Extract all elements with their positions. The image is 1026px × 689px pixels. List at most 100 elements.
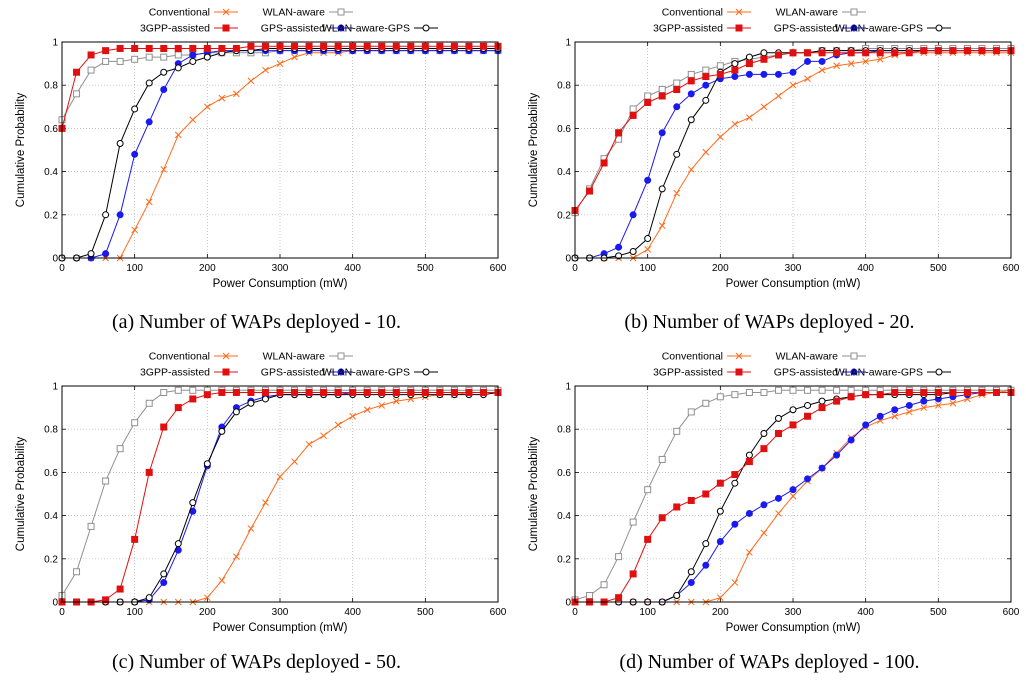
data-point: [716, 538, 724, 546]
data-point: [760, 49, 768, 57]
data-point-b: [233, 553, 240, 560]
legend-label: WLAN-aware: [263, 7, 326, 19]
grid: [575, 386, 1011, 602]
data-point: [261, 388, 269, 396]
data-point: [131, 150, 139, 158]
data-point: [702, 490, 710, 498]
legend-item: WLAN-aware-GPS: [322, 23, 438, 35]
data-point-b: [189, 116, 197, 124]
x-tick-label: 100: [126, 607, 143, 618]
data-point: [131, 105, 139, 113]
data-point: [731, 579, 739, 586]
data-point: [291, 388, 299, 396]
series-3gpp-assisted: [58, 42, 502, 132]
x-tick-label: 200: [712, 607, 729, 618]
x-tick-label: 600: [490, 607, 507, 618]
data-point-b: [876, 55, 884, 63]
legend-marker: [222, 368, 230, 376]
legend-item: Conventional: [662, 7, 751, 19]
y-tick-label: 1: [565, 382, 571, 393]
data-point: [261, 42, 269, 50]
data-point: [189, 57, 197, 65]
data-point: [687, 77, 695, 85]
data-point-b: [934, 402, 942, 409]
data-point: [818, 404, 826, 412]
data-point-b: [349, 412, 357, 420]
data-point: [731, 120, 739, 128]
x-tick-label: 0: [59, 607, 65, 618]
data-point-b: [262, 66, 269, 74]
series-3gpp-assisted: [571, 388, 1015, 606]
legend-marker-b: [222, 8, 230, 16]
legend-label: GPS-assisted: [261, 23, 325, 35]
y-tick-label: 0.6: [557, 124, 571, 135]
data-point: [891, 388, 899, 396]
legend-marker: [735, 24, 743, 32]
data-point: [334, 42, 342, 50]
x-axis-label: Power Consumption (mW): [213, 622, 348, 634]
data-point: [789, 68, 797, 76]
data-point: [891, 412, 899, 420]
data-point: [905, 388, 913, 396]
data-point: [145, 399, 153, 407]
data-point: [876, 49, 884, 57]
data-point: [160, 86, 168, 94]
data-point-b: [789, 492, 797, 500]
x-tick-label: 0: [572, 607, 578, 618]
data-point: [702, 81, 710, 89]
data-point: [731, 520, 739, 528]
x-tick-label: 100: [639, 607, 656, 618]
data-point: [116, 211, 124, 219]
data-point: [716, 62, 724, 70]
data-point: [963, 47, 971, 55]
legend-marker: [735, 352, 743, 360]
data-point: [320, 42, 328, 50]
data-point-b: [804, 75, 811, 83]
data-point: [189, 395, 197, 403]
data-point: [774, 494, 782, 502]
legend-item: GPS-assisted: [261, 367, 353, 379]
y-tick-label: 0.6: [557, 468, 571, 479]
chart-d: 0 100 200 300 400 500 600 0 0.2 0.4 0.6 0.8 1 Power C…: [528, 351, 1020, 635]
legend-label: Conventional: [662, 7, 723, 19]
data-point: [760, 529, 768, 537]
data-point: [87, 250, 95, 258]
y-tick-label: 0.6: [44, 124, 58, 135]
y-tick-label: 0.8: [44, 425, 58, 436]
data-point: [760, 103, 768, 111]
data-point: [629, 211, 637, 219]
data-point: [905, 408, 913, 416]
x-tick-label: 200: [712, 263, 729, 274]
data-point-b: [145, 198, 153, 206]
data-point: [687, 568, 695, 576]
data-point: [745, 509, 753, 517]
data-point: [789, 386, 797, 394]
data-point: [629, 518, 637, 526]
y-axis-label: Cumulative Probability: [528, 93, 540, 208]
data-point: [716, 70, 724, 78]
caption-c: (c) Number of WAPs deployed - 50.: [111, 651, 401, 673]
legend-item: 3GPP-assisted: [653, 367, 751, 379]
x-tick-label: 300: [272, 263, 289, 274]
x-tick-label: 600: [1003, 607, 1020, 618]
data-point: [847, 49, 855, 57]
x-tick-label: 0: [59, 263, 65, 274]
x-tick-label: 400: [857, 607, 874, 618]
data-point: [774, 414, 782, 422]
data-point-b: [847, 60, 855, 67]
data-point: [450, 388, 458, 396]
grid: [62, 386, 498, 602]
data-point-b: [687, 166, 695, 173]
data-point: [949, 47, 957, 55]
data-point-b: [291, 53, 298, 61]
data-point-b: [262, 499, 269, 506]
x-tick-label: 300: [785, 607, 802, 618]
data-point: [818, 49, 826, 57]
y-tick-label: 1: [565, 38, 571, 49]
x-axis-label: Power Consumption (mW): [213, 278, 348, 290]
data-point-b: [334, 421, 342, 429]
x-tick-label: 400: [344, 263, 361, 274]
data-point: [615, 553, 623, 561]
data-point: [804, 57, 812, 65]
x-tick-label: 200: [199, 607, 216, 618]
